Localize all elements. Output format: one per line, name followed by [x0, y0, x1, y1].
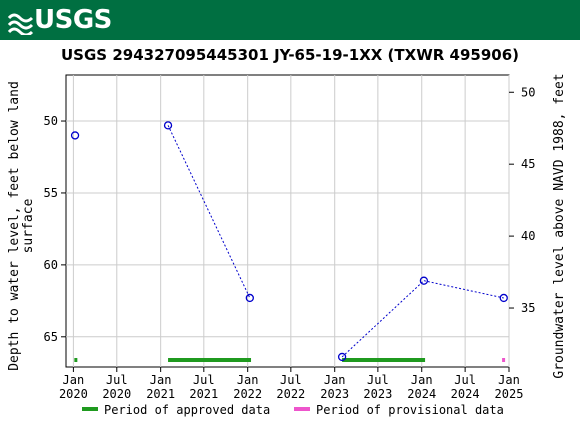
x-tick-label-month: Jul: [280, 373, 302, 387]
approved-period-bar: [74, 358, 78, 362]
left-tick-label: 50: [44, 114, 58, 128]
x-tick-label-month: Jan: [498, 373, 520, 387]
usgs-logo-text: USGS: [34, 5, 112, 35]
left-axis-label-line2: surface: [21, 198, 36, 253]
series-connector: [341, 280, 425, 358]
x-axis-ticks: Jan2020Jul2020Jan2021Jul2021Jan2022Jul20…: [59, 367, 524, 401]
x-tick-label-year: 2020: [59, 387, 88, 401]
x-tick-label-month: Jan: [324, 373, 346, 387]
legend: Period of approved data Period of provisi…: [82, 403, 504, 417]
x-tick-label-year: 2024: [451, 387, 480, 401]
data-point: [337, 352, 347, 362]
left-axis-ticks: 50 55 60 65: [44, 114, 66, 344]
legend-label-provisional: Period of provisional data: [316, 403, 504, 417]
series-connector: [423, 280, 504, 299]
x-tick-label-month: Jul: [193, 373, 215, 387]
x-tick-label-year: 2022: [233, 387, 262, 401]
usgs-header-banner: USGS: [0, 0, 580, 40]
grid-layer: [66, 75, 510, 367]
x-tick-label-year: 2022: [276, 387, 305, 401]
series-lines: [167, 125, 504, 358]
data-point: [245, 293, 254, 303]
left-tick-label: 65: [44, 330, 58, 344]
usgs-logo-icon: [7, 13, 34, 35]
x-tick-label-year: 2020: [102, 387, 131, 401]
x-tick-label-year: 2024: [407, 387, 436, 401]
legend-label-approved: Period of approved data: [104, 403, 270, 417]
x-tick-label-month: Jul: [454, 373, 476, 387]
x-tick-label-month: Jan: [411, 373, 433, 387]
left-tick-label: 60: [44, 258, 58, 272]
legend-swatch-provisional: [294, 407, 310, 411]
right-tick-label: 50: [521, 85, 535, 99]
right-tick-label: 40: [521, 229, 535, 243]
period-bars: [74, 358, 506, 362]
right-axis-ticks: 35 40 45 50: [509, 85, 535, 315]
x-tick-label-year: 2021: [189, 387, 218, 401]
x-tick-label-month: Jan: [237, 373, 259, 387]
x-tick-label-month: Jan: [150, 373, 172, 387]
x-tick-label-year: 2021: [146, 387, 175, 401]
chart-title: USGS 294327095445301 JY-65-19-1XX (TXWR …: [61, 46, 519, 64]
plot-area: [65, 74, 510, 368]
x-tick-label-month: Jul: [106, 373, 128, 387]
x-tick-label-month: Jan: [63, 373, 85, 387]
series-points: [70, 121, 508, 362]
approved-period-bar: [168, 358, 252, 362]
x-tick-label-year: 2023: [320, 387, 349, 401]
approved-period-bar: [342, 358, 426, 362]
x-tick-label-month: Jul: [367, 373, 389, 387]
legend-swatch-approved: [82, 407, 98, 411]
x-tick-label-year: 2025: [495, 387, 524, 401]
x-tick-label-year: 2023: [363, 387, 392, 401]
left-axis-label-line1: Depth to water level, feet below land: [7, 81, 22, 371]
right-tick-label: 45: [521, 157, 535, 171]
data-point: [70, 131, 80, 140]
data-point: [419, 276, 429, 285]
provisional-period-bar: [502, 358, 506, 362]
right-tick-label: 35: [521, 301, 535, 315]
data-point: [163, 121, 173, 130]
left-tick-label: 55: [44, 186, 58, 200]
data-point: [499, 293, 508, 303]
right-axis-label: Groundwater level above NAVD 1988, feet: [552, 73, 567, 378]
